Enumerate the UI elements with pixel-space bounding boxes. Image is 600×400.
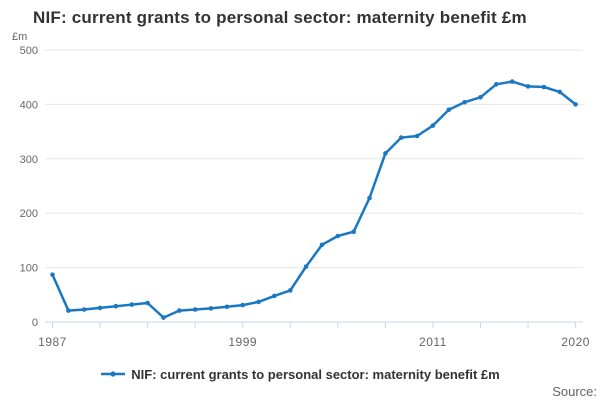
chart-title: NIF: current grants to personal sector: … <box>33 8 527 27</box>
data-point-marker <box>240 302 245 308</box>
data-point-marker <box>97 305 103 311</box>
data-point-marker <box>383 151 388 156</box>
data-point-marker <box>478 95 483 100</box>
data-point-marker <box>50 272 55 278</box>
data-point-marker <box>557 89 562 95</box>
y-tick-label: 300 <box>20 154 38 166</box>
data-point-marker <box>446 107 452 113</box>
data-point-marker <box>509 79 515 84</box>
x-tick-label: 1999 <box>228 335 257 349</box>
x-tick-label: 2011 <box>419 335 447 349</box>
data-point-marker <box>177 308 182 313</box>
data-point-marker <box>367 195 372 201</box>
series-line <box>51 80 577 319</box>
y-tick-label: 100 <box>20 263 38 275</box>
data-point-marker <box>319 242 325 248</box>
legend: NIF: current grants to personal sector: … <box>0 364 600 384</box>
data-point-marker <box>192 307 198 312</box>
data-point-marker <box>288 288 293 293</box>
data-point-marker <box>161 315 166 320</box>
data-point-marker <box>414 133 420 139</box>
data-point-marker <box>208 306 214 311</box>
data-point-marker <box>272 293 277 299</box>
data-point-marker <box>113 303 119 309</box>
y-tick-label: 500 <box>20 45 38 57</box>
data-point-marker <box>66 308 71 313</box>
source-label: Source: <box>552 384 597 399</box>
y-axis-unit-label: £m <box>12 31 28 43</box>
legend-item-label[interactable]: NIF: current grants to personal sector: … <box>131 366 500 382</box>
data-point-marker <box>430 123 436 128</box>
data-point-marker <box>462 99 467 105</box>
legend-line-marker-icon <box>101 371 126 377</box>
data-point-marker <box>335 233 341 239</box>
data-point-marker <box>224 304 230 310</box>
data-point-marker <box>541 84 547 90</box>
y-tick-label: 200 <box>20 208 38 220</box>
x-tick-label: 2020 <box>561 335 590 349</box>
data-point-marker <box>525 84 531 89</box>
y-tick-label: 0 <box>32 317 38 329</box>
y-tick-label: 400 <box>20 99 38 111</box>
data-point-marker <box>145 300 150 306</box>
data-point-marker <box>81 307 87 312</box>
x-tick-label: 1987 <box>38 335 67 349</box>
data-point-marker <box>129 302 135 307</box>
data-point-marker <box>398 135 404 140</box>
data-point-marker <box>573 102 578 107</box>
data-point-marker <box>351 229 357 234</box>
data-point-marker <box>256 299 261 305</box>
data-point-marker <box>494 82 499 87</box>
data-point-marker <box>303 264 309 269</box>
